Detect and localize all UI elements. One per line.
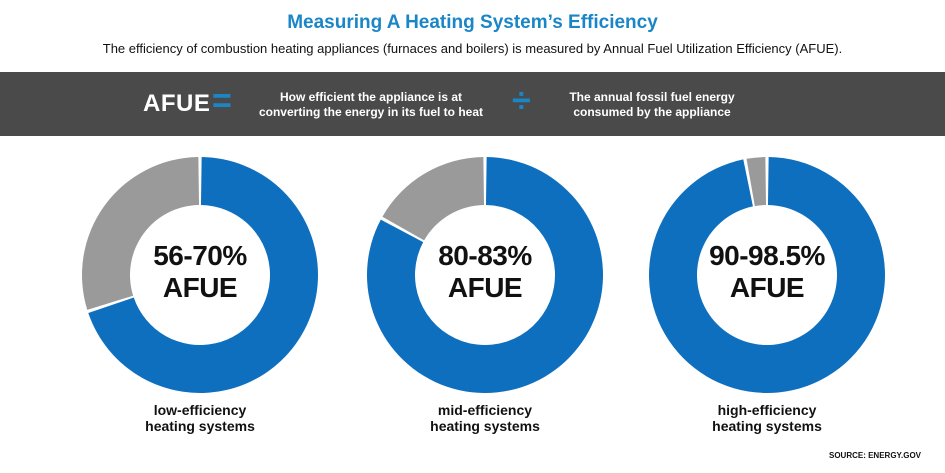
- donut-caption-low: low-efficiency heating systems: [80, 402, 320, 434]
- donut-unit-mid: AFUE: [447, 272, 523, 303]
- donut-caption-mid-line1: mid-efficiency: [437, 402, 533, 418]
- donut-caption-mid: mid-efficiency heating systems: [365, 402, 605, 434]
- donut-chart-high: 90-98.5% AFUE: [647, 155, 887, 395]
- formula-numerator-line2: converting the energy in its fuel to hea…: [258, 105, 484, 119]
- donut-slice-loss: [746, 157, 767, 207]
- formula-numerator-line1: How efficient the appliance is at: [279, 90, 463, 104]
- formula-denominator: The annual fossil fuel energy consumed b…: [552, 90, 752, 120]
- donut-caption-high-line1: high-efficiency: [717, 402, 817, 418]
- donut-center-label-high: 90-98.5% AFUE: [647, 240, 887, 304]
- donut-chart-low: 56-70% AFUE: [80, 155, 320, 395]
- donut-svg-high: [649, 157, 885, 393]
- donut-slice-loss: [382, 157, 485, 241]
- donut-unit-high: AFUE: [729, 272, 805, 303]
- donut-slice-loss: [82, 157, 200, 310]
- divide-icon: ÷: [512, 82, 531, 120]
- equals-icon: =: [212, 82, 232, 120]
- donut-caption-low-line2: heating systems: [145, 418, 255, 434]
- donut-center-label-mid: 80-83% AFUE: [365, 240, 605, 304]
- donut-caption-high-line2: heating systems: [712, 418, 822, 434]
- source-credit: SOURCE: ENERGY.GOV: [828, 451, 921, 460]
- formula-lhs: AFUE: [143, 90, 211, 117]
- donut-slice-efficiency: [88, 157, 319, 393]
- donut-svg-mid: [367, 157, 603, 393]
- donut-caption-mid-line2: heating systems: [430, 418, 540, 434]
- donut-caption-high: high-efficiency heating systems: [647, 402, 887, 434]
- donut-value-high: 90-98.5%: [709, 240, 825, 271]
- donut-unit-low: AFUE: [162, 272, 238, 303]
- page-subtitle: The efficiency of combustion heating app…: [102, 41, 843, 56]
- formula-denominator-line1: The annual fossil fuel energy: [569, 90, 735, 104]
- page-title: Measuring A Heating System’s Efficiency: [287, 12, 658, 33]
- donut-center-label-low: 56-70% AFUE: [80, 240, 320, 304]
- afue-formula-band: AFUE = How efficient the appliance is at…: [0, 72, 945, 136]
- donut-value-mid: 80-83%: [438, 240, 532, 271]
- donut-chart-mid: 80-83% AFUE: [365, 155, 605, 395]
- donut-value-low: 56-70%: [153, 240, 247, 271]
- formula-numerator: How efficient the appliance is at conver…: [246, 90, 496, 120]
- donut-caption-low-line1: low-efficiency: [153, 402, 247, 418]
- donut-svg-low: [82, 157, 319, 393]
- formula-denominator-line2: consumed by the appliance: [573, 105, 731, 119]
- donut-slice-efficiency: [367, 157, 603, 393]
- donut-slice-efficiency: [649, 157, 885, 393]
